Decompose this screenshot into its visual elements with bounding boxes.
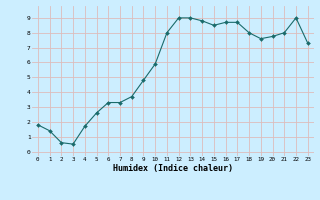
X-axis label: Humidex (Indice chaleur): Humidex (Indice chaleur) — [113, 164, 233, 173]
